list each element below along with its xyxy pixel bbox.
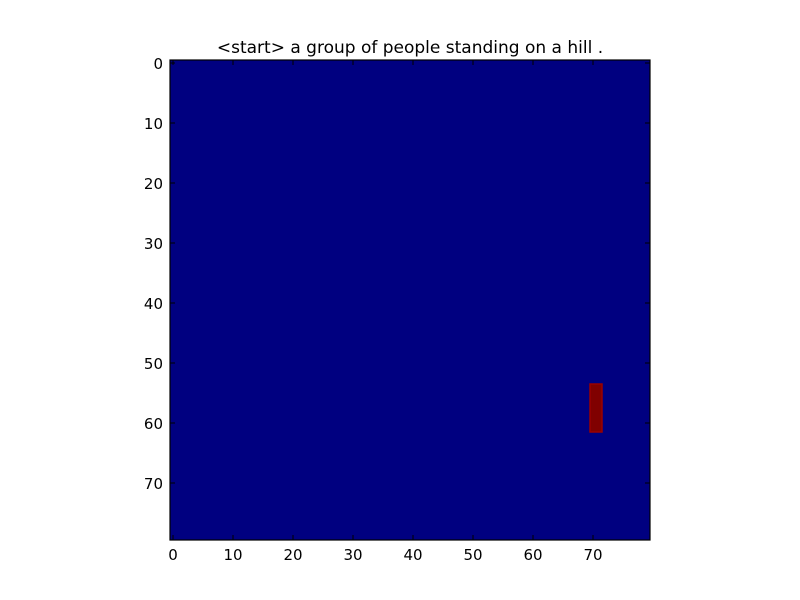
heatmap-hot-region [589,383,603,433]
x-tick-label: 20 [283,546,302,564]
x-tick-label: 10 [223,546,242,564]
heatmap-background [170,60,650,540]
y-tick-label: 60 [144,415,163,433]
y-tick-label: 50 [144,355,163,373]
x-tick-label: 0 [168,546,178,564]
y-tick-label: 0 [153,55,163,73]
x-axis: 0 10 20 30 40 50 60 70 [168,60,603,564]
x-tick-label: 70 [583,546,602,564]
x-tick-label: 30 [343,546,362,564]
y-tick-label: 40 [144,295,163,313]
y-tick-label: 30 [144,235,163,253]
plot-frame [169,59,651,541]
x-tick-label: 40 [403,546,422,564]
y-tick-label: 70 [144,475,163,493]
y-tick-label: 20 [144,175,163,193]
chart-title: <start> a group of people standing on a … [217,38,603,58]
x-tick-label: 60 [523,546,542,564]
x-tick-label: 50 [463,546,482,564]
y-axis: 0 10 20 30 40 50 60 70 [144,55,650,493]
y-tick-label: 10 [144,115,163,133]
